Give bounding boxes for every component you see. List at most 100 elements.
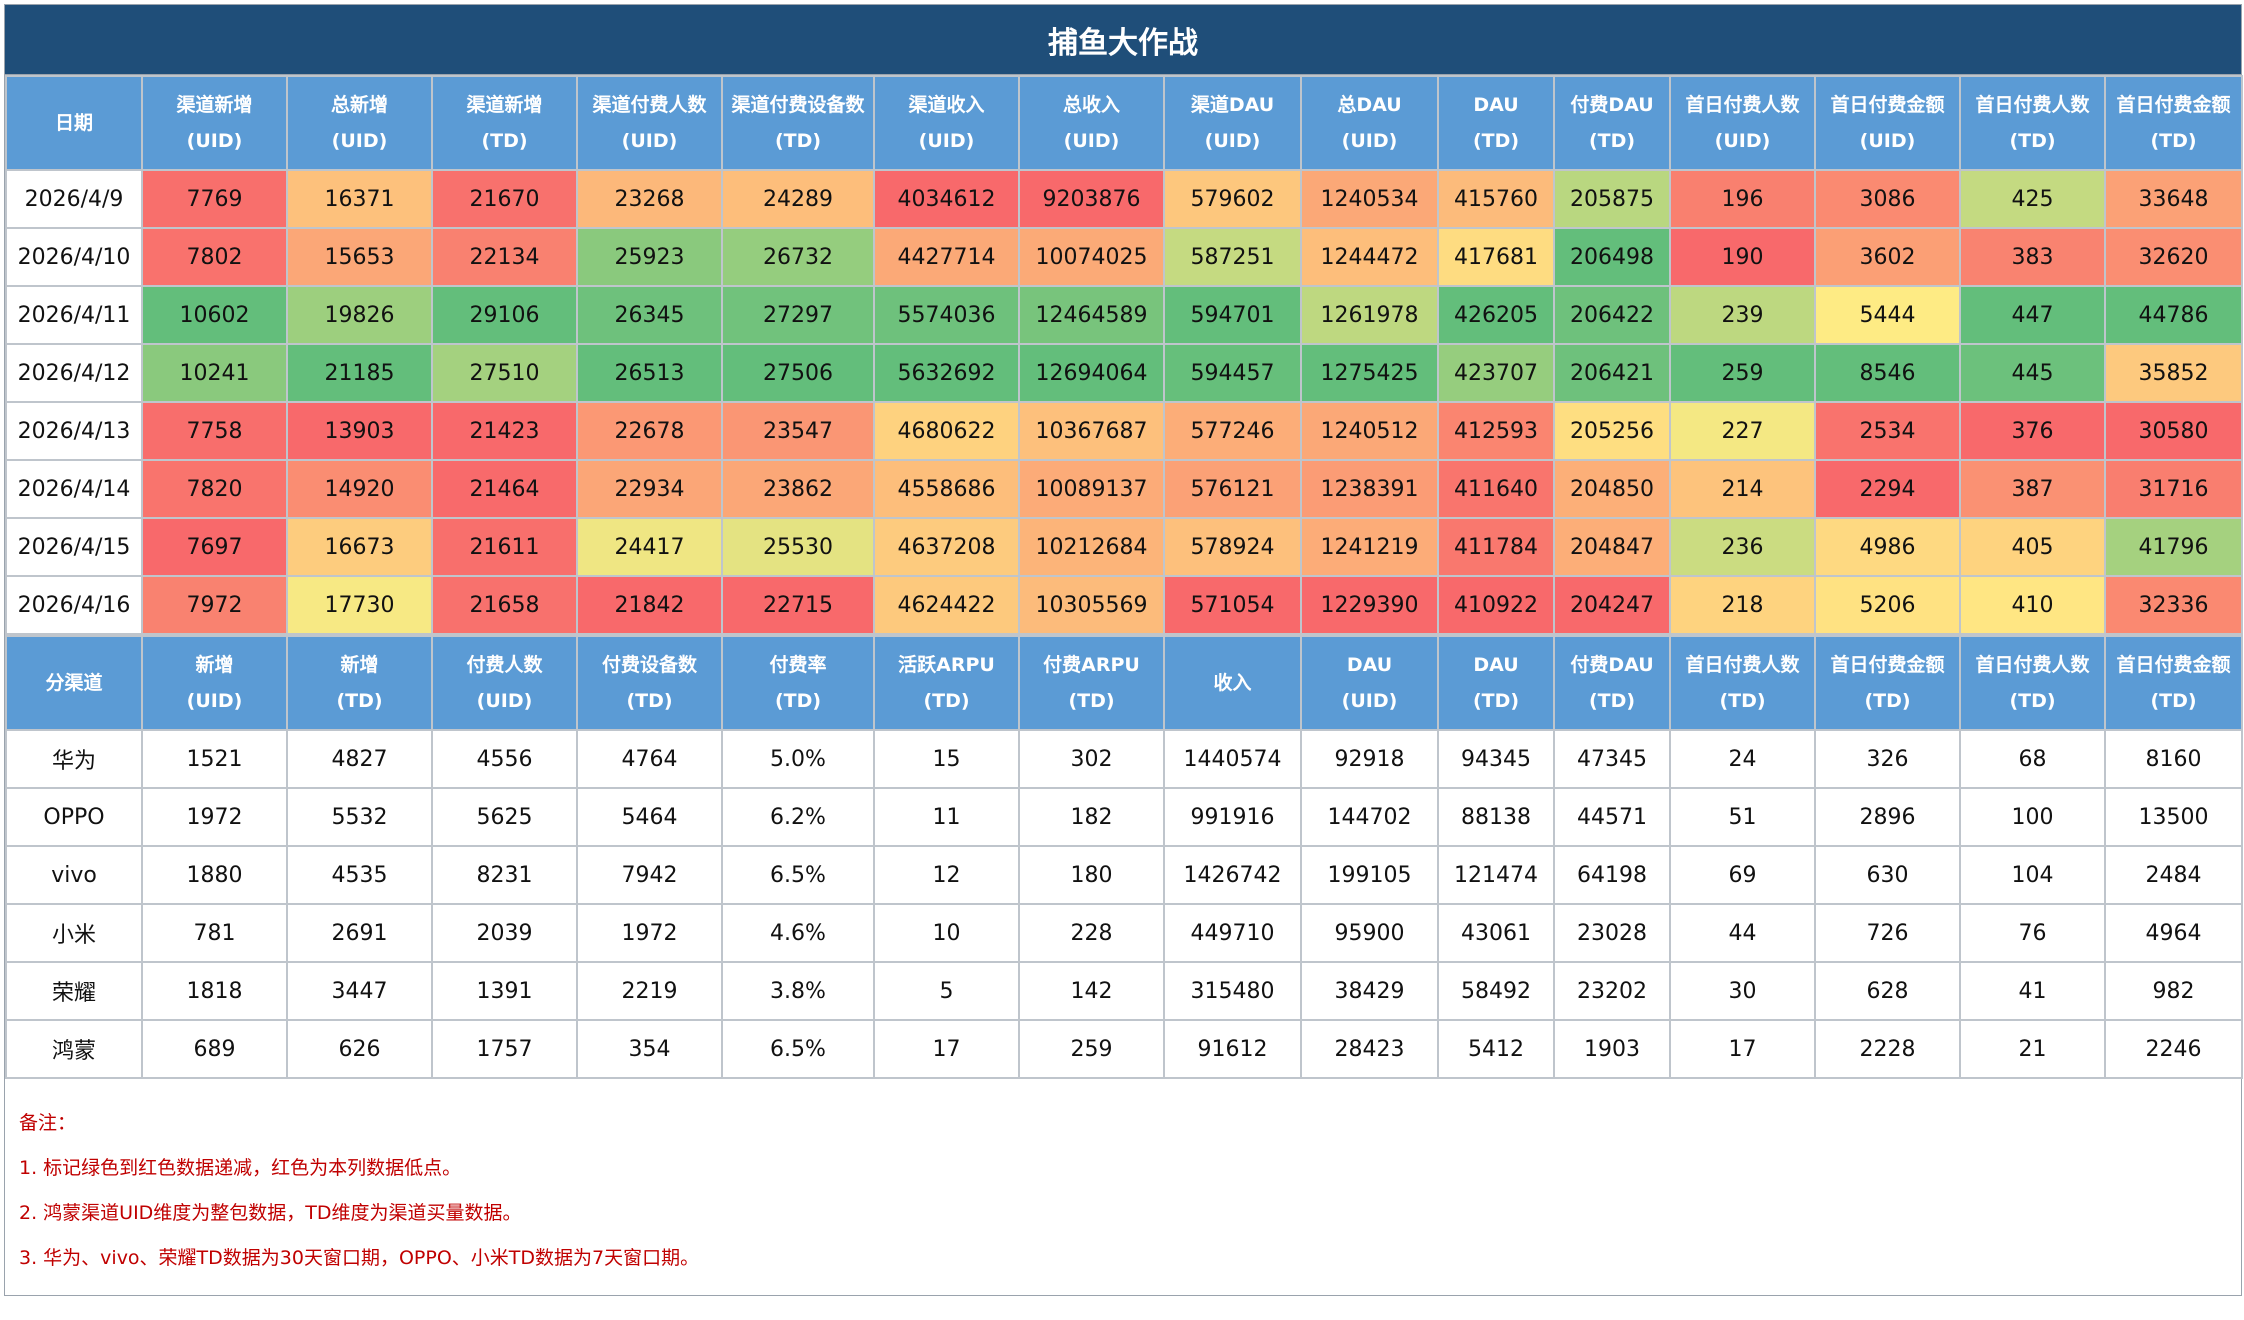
metric-cell: 10074025 bbox=[1018, 227, 1165, 287]
column-header: 渠道收入 (UID) bbox=[873, 75, 1020, 171]
metric-cell: 26345 bbox=[576, 285, 723, 345]
metric-cell: 13903 bbox=[286, 401, 433, 461]
table-row: 2026/4/11 10602 19826 29106 26345 27297 557403… bbox=[5, 285, 2243, 345]
metric-cell: 228 bbox=[1018, 903, 1165, 963]
column-header-unit: (TD) bbox=[1588, 130, 1636, 152]
metric-cell: 7697 bbox=[141, 517, 288, 577]
metric-cell: 27506 bbox=[721, 343, 875, 403]
column-header: 首日付费金额 (TD) bbox=[2104, 635, 2243, 731]
daily-metrics-table: 日期 渠道新增 (UID) 总新增 (UID) 渠道新增 (TD) 渠道付费人数 (UID) 渠道… bbox=[5, 75, 2243, 635]
column-header: 总新增 (UID) bbox=[286, 75, 433, 171]
table-row: 鸿蒙 689 626 1757 354 6.5% 17 259 91612 28423 5412 19… bbox=[5, 1019, 2243, 1079]
metric-cell: 23547 bbox=[721, 401, 875, 461]
metric-cell: 6.5% bbox=[721, 845, 875, 905]
column-header: DAU (TD) bbox=[1437, 635, 1555, 731]
column-header-label: 首日付费金额 bbox=[2116, 94, 2231, 116]
metric-cell: 10 bbox=[873, 903, 1020, 963]
note-line: 2. 鸿蒙渠道UID维度为整包数据，TD维度为渠道买量数据。 bbox=[19, 1202, 522, 1224]
column-header-label: 渠道DAU bbox=[1190, 94, 1275, 116]
column-header-label: 渠道新增 bbox=[466, 94, 543, 116]
metric-cell: 22678 bbox=[576, 401, 723, 461]
channel-cell: 小米 bbox=[5, 903, 143, 963]
column-header: 活跃ARPU (TD) bbox=[873, 635, 1020, 731]
metric-cell: 1240534 bbox=[1300, 169, 1439, 229]
metric-cell: 726 bbox=[1814, 903, 1961, 963]
metric-cell: 142 bbox=[1018, 961, 1165, 1021]
metric-cell: 579602 bbox=[1163, 169, 1302, 229]
metric-cell: 426205 bbox=[1437, 285, 1555, 345]
metric-cell: 206422 bbox=[1553, 285, 1671, 345]
metric-cell: 1241219 bbox=[1300, 517, 1439, 577]
column-header-label: 首日付费人数 bbox=[1975, 94, 2090, 116]
metric-cell: 17 bbox=[873, 1019, 1020, 1079]
metric-cell: 23268 bbox=[576, 169, 723, 229]
metric-cell: 21185 bbox=[286, 343, 433, 403]
metric-cell: 2039 bbox=[431, 903, 578, 963]
column-header: 渠道新增 (TD) bbox=[431, 75, 578, 171]
metric-cell: 24417 bbox=[576, 517, 723, 577]
column-header-label: DAU bbox=[1473, 654, 1519, 676]
column-header-unit: (TD) bbox=[2009, 690, 2056, 712]
metric-cell: 6.2% bbox=[721, 787, 875, 847]
metric-cell: 16371 bbox=[286, 169, 433, 229]
column-header-unit: (TD) bbox=[626, 690, 673, 712]
column-header-label: 渠道收入 bbox=[908, 94, 985, 116]
metric-cell: 23202 bbox=[1553, 961, 1671, 1021]
metric-cell: 5464 bbox=[576, 787, 723, 847]
metric-cell: 3447 bbox=[286, 961, 433, 1021]
metric-cell: 21658 bbox=[431, 575, 578, 635]
column-header-unit: (TD) bbox=[481, 130, 528, 152]
metric-cell: 387 bbox=[1959, 459, 2106, 519]
metric-cell: 594701 bbox=[1163, 285, 1302, 345]
metric-cell: 1244472 bbox=[1300, 227, 1439, 287]
metric-cell: 8160 bbox=[2104, 729, 2243, 789]
metric-cell: 628 bbox=[1814, 961, 1961, 1021]
column-header-label: 渠道付费人数 bbox=[592, 94, 707, 116]
metric-cell: 4827 bbox=[286, 729, 433, 789]
column-header-unit: (TD) bbox=[336, 690, 383, 712]
metric-cell: 8546 bbox=[1814, 343, 1961, 403]
metric-cell: 22134 bbox=[431, 227, 578, 287]
column-header: 日期 bbox=[5, 75, 143, 171]
channel-cell: OPPO bbox=[5, 787, 143, 847]
metric-cell: 12694064 bbox=[1018, 343, 1165, 403]
column-header-label: 新增 bbox=[195, 654, 234, 676]
metric-cell: 1275425 bbox=[1300, 343, 1439, 403]
metric-cell: 21611 bbox=[431, 517, 578, 577]
column-header-label: 首日付费金额 bbox=[2116, 654, 2231, 676]
table-row: 2026/4/9 7769 16371 21670 23268 24289 4034612 9… bbox=[5, 169, 2243, 229]
metric-cell: 577246 bbox=[1163, 401, 1302, 461]
metric-cell: 205256 bbox=[1553, 401, 1671, 461]
column-header-unit: (TD) bbox=[2009, 130, 2056, 152]
column-header-unit: (UID) bbox=[1063, 130, 1120, 152]
metric-cell: 1757 bbox=[431, 1019, 578, 1079]
metric-cell: 1391 bbox=[431, 961, 578, 1021]
metric-cell: 5625 bbox=[431, 787, 578, 847]
metric-cell: 405 bbox=[1959, 517, 2106, 577]
column-header-unit: (TD) bbox=[774, 690, 822, 712]
column-header: 总DAU (UID) bbox=[1300, 75, 1439, 171]
metric-cell: 5532 bbox=[286, 787, 433, 847]
metric-cell: 68 bbox=[1959, 729, 2106, 789]
column-header-unit: (UID) bbox=[918, 130, 975, 152]
metric-cell: 4624422 bbox=[873, 575, 1020, 635]
column-header-label: 总新增 bbox=[330, 94, 388, 116]
metric-cell: 27297 bbox=[721, 285, 875, 345]
metric-cell: 206498 bbox=[1553, 227, 1671, 287]
metric-cell: 204247 bbox=[1553, 575, 1671, 635]
table-row: 2026/4/14 7820 14920 21464 22934 23862 4558686… bbox=[5, 459, 2243, 519]
metric-cell: 239 bbox=[1669, 285, 1816, 345]
metric-cell: 4986 bbox=[1814, 517, 1961, 577]
metric-cell: 326 bbox=[1814, 729, 1961, 789]
metric-cell: 376 bbox=[1959, 401, 2106, 461]
metric-cell: 21 bbox=[1959, 1019, 2106, 1079]
column-header-unit: (UID) bbox=[186, 130, 243, 152]
metric-cell: 1818 bbox=[141, 961, 288, 1021]
metric-cell: 25530 bbox=[721, 517, 875, 577]
column-header-label: 新增 bbox=[340, 654, 379, 676]
metric-cell: 5 bbox=[873, 961, 1020, 1021]
metric-cell: 236 bbox=[1669, 517, 1816, 577]
column-header-unit: (UID) bbox=[621, 130, 678, 152]
report-title: 捕鱼大作战 bbox=[5, 5, 2241, 75]
metric-cell: 22715 bbox=[721, 575, 875, 635]
